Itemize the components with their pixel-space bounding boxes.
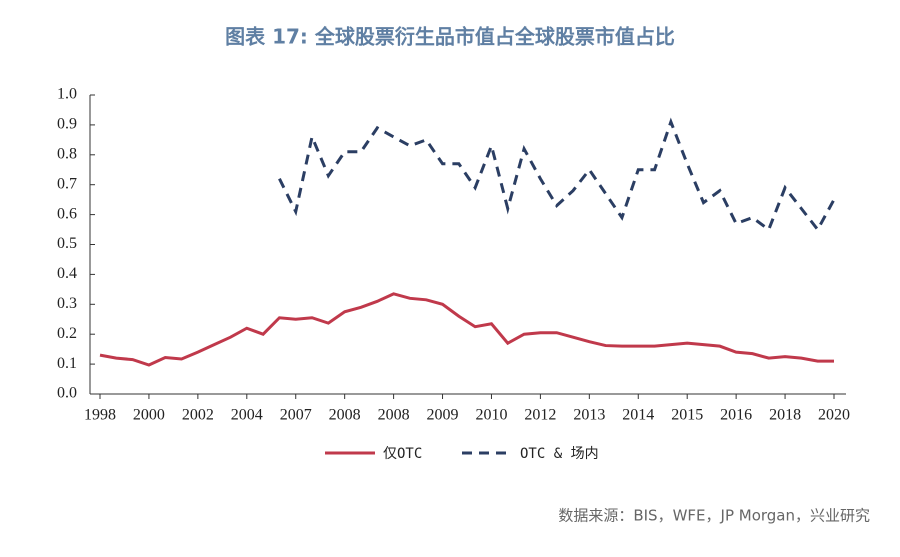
y-tick-label: 0.2	[57, 325, 77, 342]
x-tick-label: 1998	[84, 407, 116, 424]
x-tick-label: 2013	[573, 407, 605, 424]
y-tick-label: 0.5	[57, 235, 77, 252]
y-tick-label: 0.8	[57, 145, 77, 162]
x-tick-label: 2012	[524, 407, 556, 424]
source-note: 数据来源：BIS，WFE，JP Morgan，兴业研究	[558, 507, 870, 525]
chart-title: 图表 17: 全球股票衍生品市值占全球股票市值占比	[225, 25, 675, 49]
x-tick-label: 2016	[720, 407, 752, 424]
y-tick-label: 0.1	[57, 355, 77, 372]
y-tick-label: 0.3	[57, 295, 77, 312]
legend-label: 仅OTC	[383, 446, 422, 462]
x-tick-label: 2010	[475, 407, 507, 424]
y-tick-label: 0.0	[57, 385, 77, 402]
x-tick-label: 2018	[769, 407, 801, 424]
x-tick-label: 2002	[182, 407, 214, 424]
legend-label: OTC & 场内	[520, 446, 599, 462]
y-tick-label: 0.9	[57, 116, 77, 133]
series-line	[99, 292, 834, 367]
x-tick-label: 2004	[231, 407, 263, 424]
x-tick-label: 2007	[280, 407, 312, 424]
x-tick-label: 2014	[622, 407, 654, 424]
y-tick-label: 0.7	[57, 175, 77, 192]
x-tick-label: 2000	[133, 407, 165, 424]
x-tick-label: 2009	[427, 407, 459, 424]
y-tick-label: 0.6	[57, 205, 77, 222]
y-tick-label: 1.0	[57, 86, 77, 103]
x-tick-label: 2015	[671, 407, 703, 424]
series-line	[278, 117, 836, 233]
x-tick-label: 2008	[378, 407, 410, 424]
x-tick-label: 2020	[818, 407, 850, 424]
x-tick-label: 2008	[329, 407, 361, 424]
y-tick-label: 0.4	[57, 265, 77, 282]
